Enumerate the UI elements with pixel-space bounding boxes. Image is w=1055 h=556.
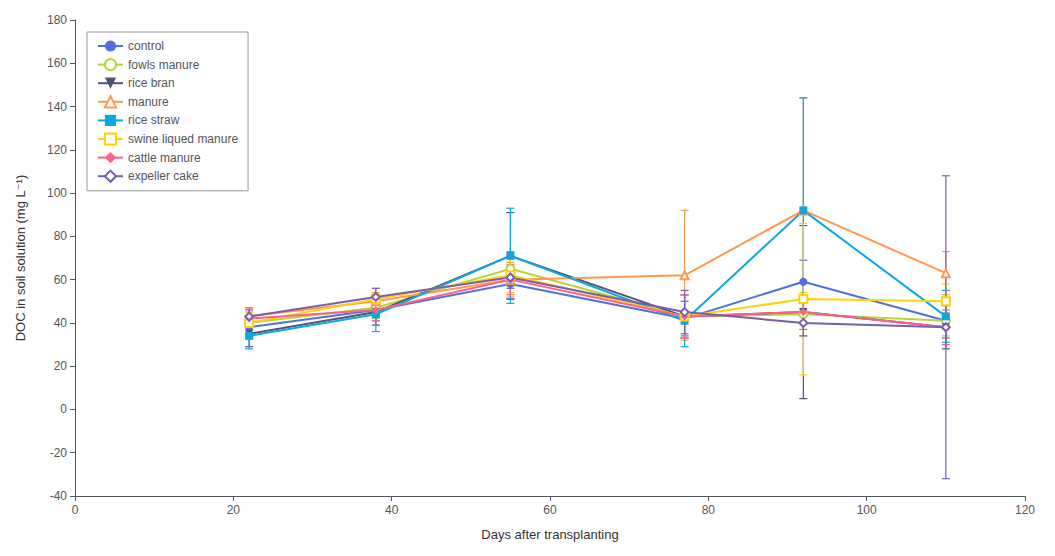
svg-text:80: 80: [54, 229, 68, 243]
svg-text:60: 60: [54, 273, 68, 287]
svg-text:120: 120: [47, 143, 67, 157]
svg-text:rice straw: rice straw: [128, 113, 180, 127]
svg-text:140: 140: [47, 100, 67, 114]
svg-text:Days after transplanting: Days after transplanting: [481, 527, 618, 542]
svg-text:60: 60: [543, 503, 557, 517]
svg-text:40: 40: [54, 316, 68, 330]
svg-text:cattle manure: cattle manure: [128, 151, 201, 165]
svg-text:120: 120: [1015, 503, 1035, 517]
svg-text:80: 80: [702, 503, 716, 517]
svg-text:expeller cake: expeller cake: [128, 169, 199, 183]
svg-text:-40: -40: [50, 489, 68, 503]
svg-text:manure: manure: [128, 95, 169, 109]
svg-text:-20: -20: [50, 446, 68, 460]
svg-text:fowls manure: fowls manure: [128, 58, 200, 72]
svg-text:control: control: [128, 39, 164, 53]
svg-text:swine liqued manure: swine liqued manure: [128, 132, 238, 146]
svg-text:40: 40: [385, 503, 399, 517]
svg-text:rice bran: rice bran: [128, 76, 175, 90]
svg-text:0: 0: [60, 402, 67, 416]
svg-text:20: 20: [54, 359, 68, 373]
svg-text:100: 100: [857, 503, 877, 517]
svg-text:100: 100: [47, 186, 67, 200]
svg-text:180: 180: [47, 13, 67, 27]
svg-text:0: 0: [72, 503, 79, 517]
svg-text:160: 160: [47, 56, 67, 70]
svg-text:20: 20: [227, 503, 241, 517]
svg-text:DOC in soil solution (mg L⁻¹): DOC in soil solution (mg L⁻¹): [13, 175, 28, 342]
